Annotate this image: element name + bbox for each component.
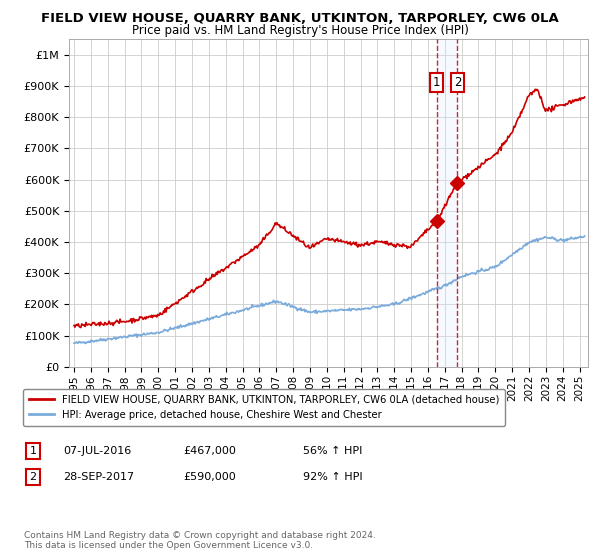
Text: £467,000: £467,000 — [183, 446, 236, 456]
Text: 28-SEP-2017: 28-SEP-2017 — [63, 472, 134, 482]
Text: 2: 2 — [454, 76, 461, 90]
Text: 2: 2 — [29, 472, 37, 482]
Bar — [437, 39, 457, 367]
Text: Price paid vs. HM Land Registry's House Price Index (HPI): Price paid vs. HM Land Registry's House … — [131, 24, 469, 37]
Text: 1: 1 — [29, 446, 37, 456]
Text: 92% ↑ HPI: 92% ↑ HPI — [303, 472, 362, 482]
Legend: FIELD VIEW HOUSE, QUARRY BANK, UTKINTON, TARPORLEY, CW6 0LA (detached house), HP: FIELD VIEW HOUSE, QUARRY BANK, UTKINTON,… — [23, 389, 505, 426]
Text: 1: 1 — [433, 76, 440, 90]
Text: £590,000: £590,000 — [183, 472, 236, 482]
Text: Contains HM Land Registry data © Crown copyright and database right 2024.
This d: Contains HM Land Registry data © Crown c… — [24, 530, 376, 550]
Text: 56% ↑ HPI: 56% ↑ HPI — [303, 446, 362, 456]
Text: 07-JUL-2016: 07-JUL-2016 — [63, 446, 131, 456]
Text: FIELD VIEW HOUSE, QUARRY BANK, UTKINTON, TARPORLEY, CW6 0LA: FIELD VIEW HOUSE, QUARRY BANK, UTKINTON,… — [41, 12, 559, 25]
